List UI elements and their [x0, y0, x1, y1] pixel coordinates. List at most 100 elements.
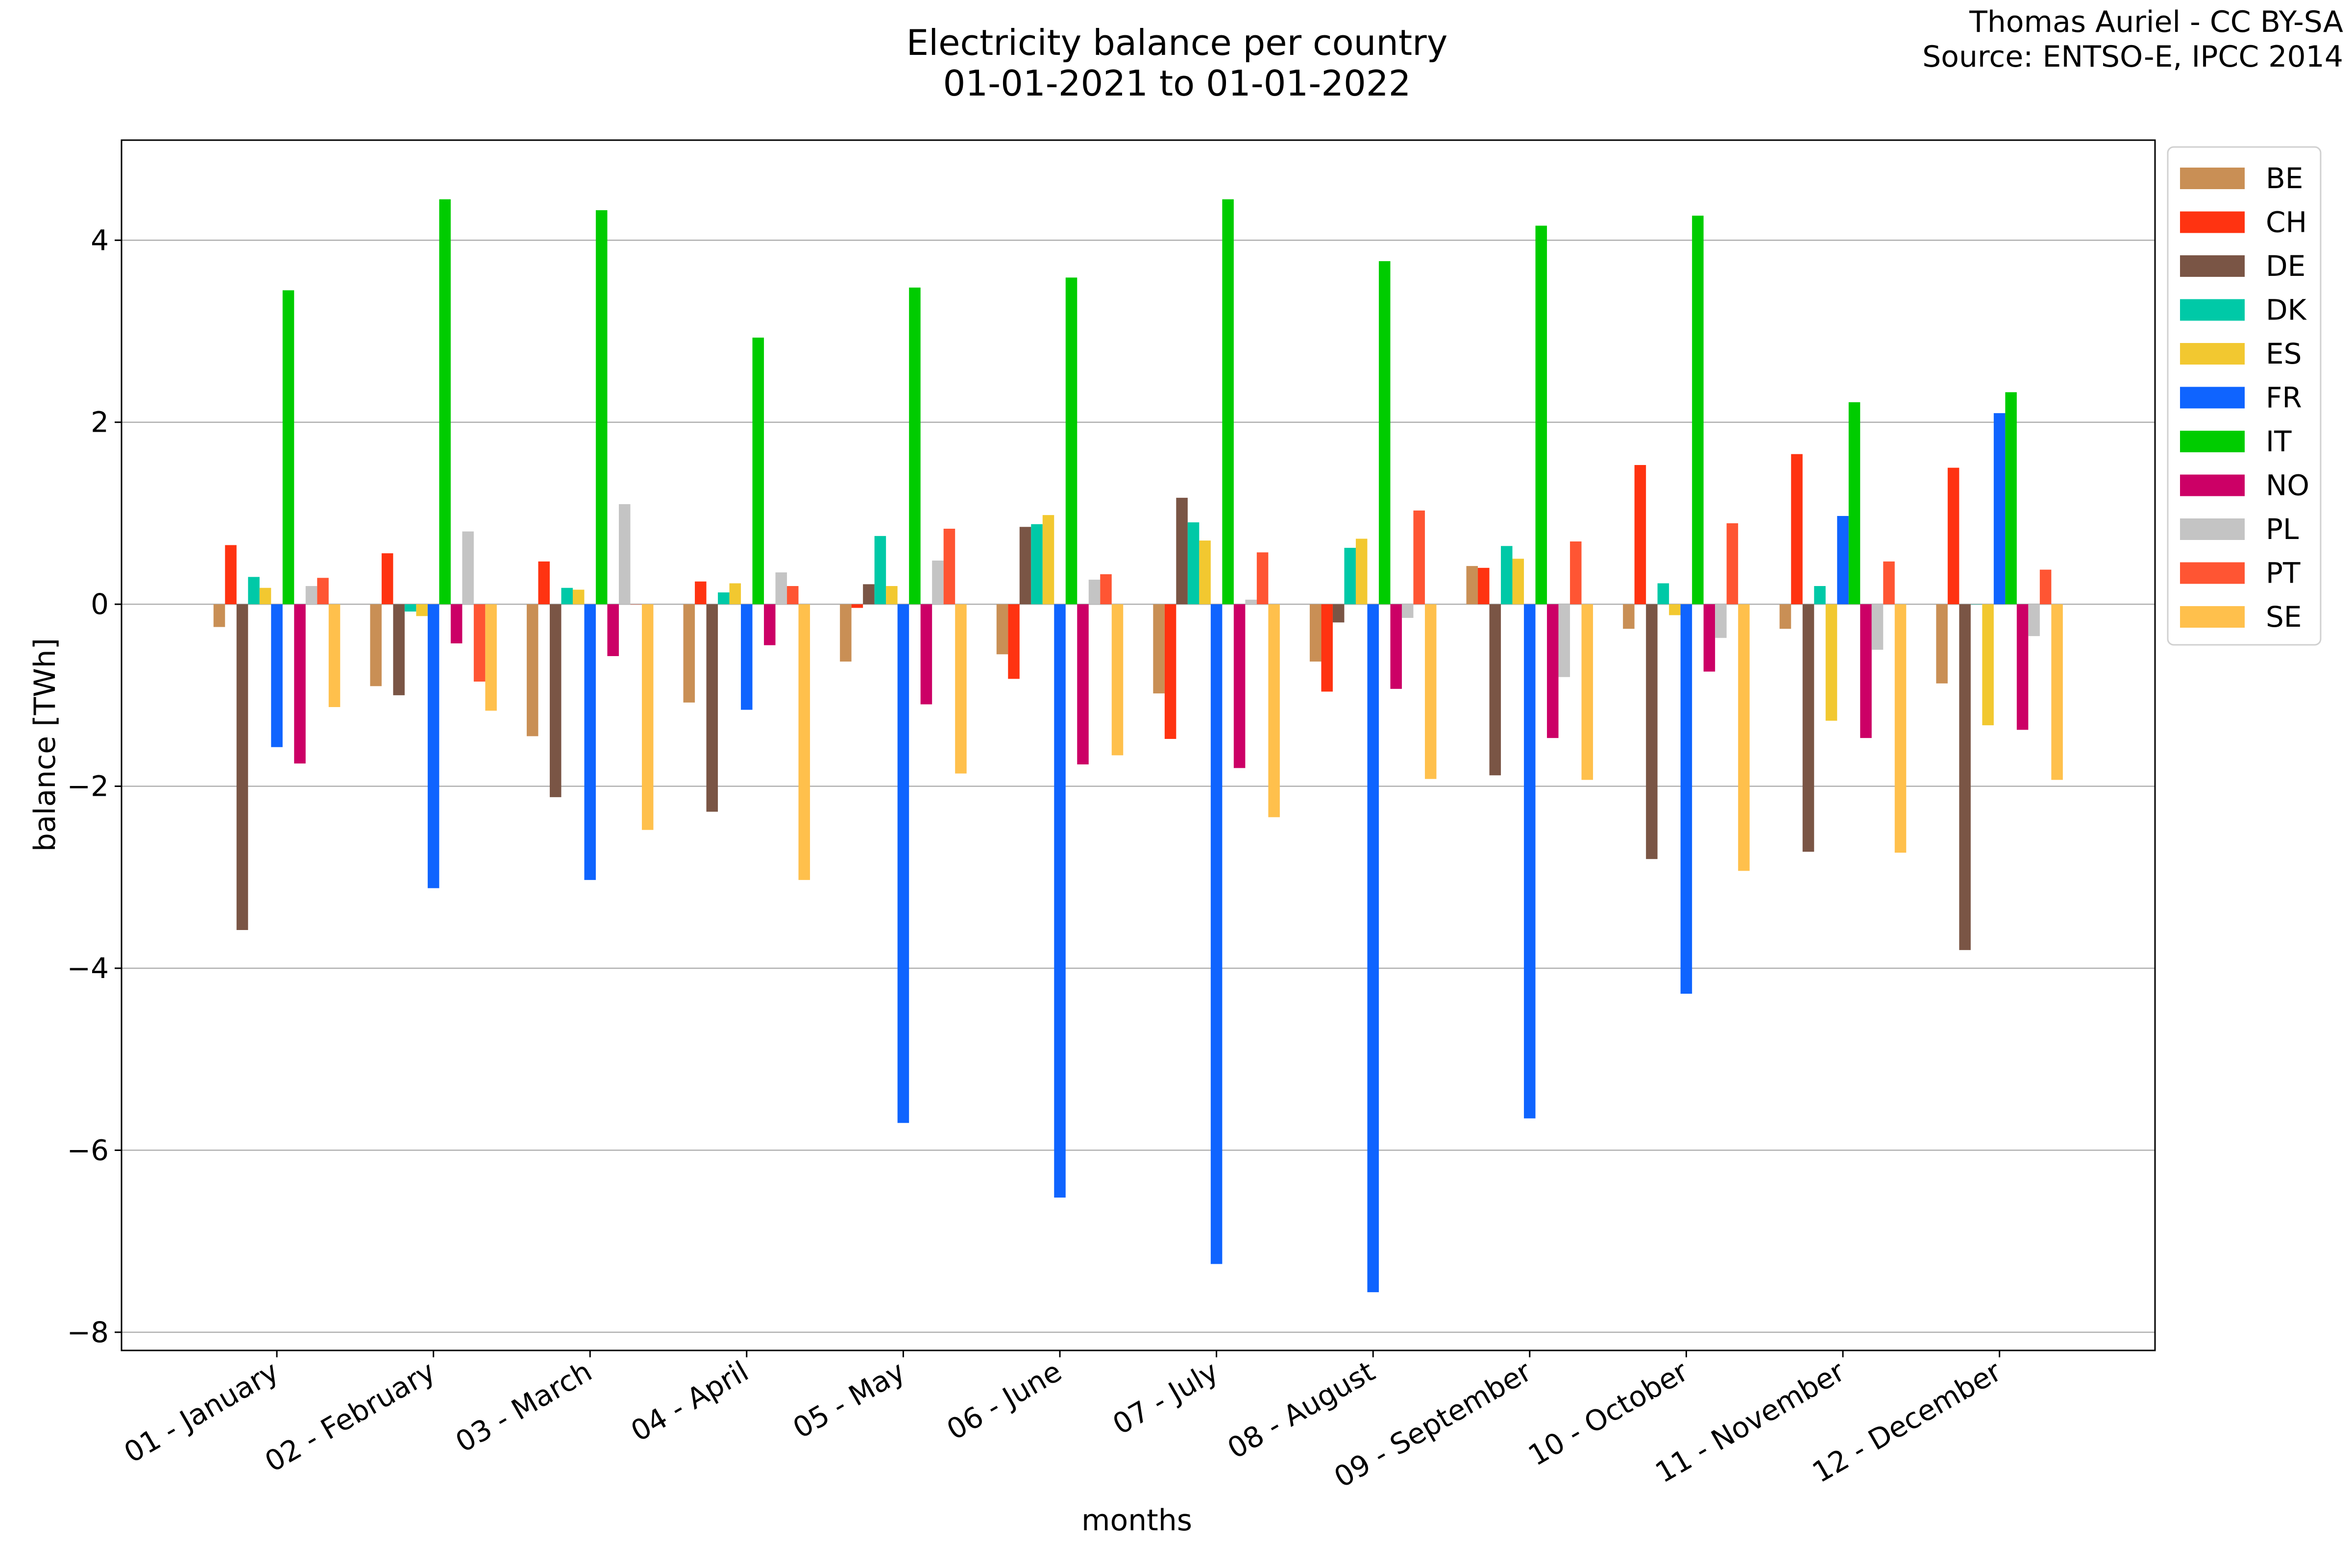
- legend-label-no: NO: [2266, 469, 2309, 502]
- bar-dk: [1501, 546, 1513, 605]
- legend-swatch-be: [2180, 168, 2245, 189]
- bar-be: [370, 604, 382, 686]
- y-tick-label: 4: [91, 223, 109, 257]
- legend-swatch-es: [2180, 343, 2245, 365]
- bar-ch: [695, 581, 707, 605]
- bar-se: [328, 604, 341, 707]
- bar-se: [1424, 604, 1437, 779]
- x-axis-label: months: [1081, 1503, 1192, 1538]
- bar-de: [393, 604, 405, 695]
- bar-pl: [932, 561, 944, 605]
- bar-dk: [561, 588, 573, 605]
- legend-label-pl: PL: [2266, 513, 2299, 546]
- bar-it: [282, 290, 294, 605]
- bar-it: [1692, 216, 1704, 605]
- bar-pl: [1245, 599, 1257, 605]
- legend-label-ch: CH: [2266, 206, 2307, 239]
- bar-ch: [1634, 465, 1646, 605]
- bar-es: [1982, 604, 1994, 726]
- bar-pt: [1100, 574, 1112, 605]
- bar-es: [1199, 540, 1211, 605]
- bar-no: [294, 604, 306, 764]
- legend-label-se: SE: [2266, 600, 2302, 634]
- bar-no: [920, 604, 932, 705]
- bar-es: [729, 583, 741, 605]
- bar-pl: [1088, 580, 1101, 605]
- bar-fr: [1680, 604, 1692, 994]
- bar-dk: [1657, 583, 1669, 605]
- bar-no: [1233, 604, 1246, 768]
- bar-pl: [1715, 604, 1727, 638]
- y-tick-label: 0: [91, 588, 109, 621]
- bar-es: [416, 604, 428, 616]
- bar-fr: [584, 604, 596, 880]
- bar-pl: [618, 504, 631, 605]
- bar-it: [1222, 199, 1234, 605]
- legend-swatch-fr: [2180, 387, 2245, 409]
- credit-author: Thomas Auriel - CC BY-SA: [1969, 5, 2343, 39]
- bar-ch: [1164, 604, 1176, 739]
- bar-no: [1703, 604, 1715, 672]
- legend-label-be: BE: [2266, 162, 2303, 195]
- legend-swatch-pt: [2180, 562, 2245, 584]
- y-tick-label: 2: [91, 406, 109, 439]
- y-axis-label: balance [TWh]: [28, 638, 62, 852]
- bar-se: [1738, 604, 1750, 871]
- bar-dk: [1031, 524, 1043, 605]
- bar-pt: [473, 604, 486, 682]
- bar-ch: [851, 604, 863, 608]
- y-tick-label: −8: [67, 1316, 109, 1349]
- bar-dk: [404, 604, 416, 612]
- legend-label-de: DE: [2266, 249, 2305, 283]
- bar-es: [1825, 604, 1838, 721]
- chart-title-line-1: Electricity balance per country: [906, 22, 1448, 63]
- bar-de: [863, 584, 875, 605]
- bar-no: [607, 604, 619, 656]
- legend-swatch-no: [2180, 474, 2245, 496]
- bar-ch: [381, 553, 393, 605]
- bar-be: [213, 604, 225, 627]
- bar-dk: [1814, 586, 1826, 605]
- legend-label-es: ES: [2266, 337, 2302, 370]
- bar-pl: [1871, 604, 1884, 650]
- legend-swatch-pl: [2180, 518, 2245, 540]
- bar-se: [798, 604, 810, 880]
- legend: BE CH DE DK ES FR IT NO PL PT SE: [2167, 146, 2322, 646]
- bar-pl: [1401, 604, 1414, 618]
- bar-pt: [1883, 561, 1895, 605]
- bar-se: [955, 604, 967, 774]
- bars: [213, 199, 2063, 1293]
- bar-de: [1802, 604, 1814, 852]
- legend-swatch-de: [2180, 255, 2245, 277]
- bar-be: [1779, 604, 1791, 629]
- bar-be: [1466, 566, 1478, 605]
- legend-label-dk: DK: [2266, 294, 2307, 327]
- bar-dk: [248, 577, 260, 605]
- bar-fr: [741, 604, 753, 710]
- y-tick-label: −4: [67, 952, 109, 985]
- bar-be: [526, 604, 539, 736]
- bar-se: [1581, 604, 1593, 780]
- bar-it: [909, 287, 921, 605]
- bar-fr: [1837, 516, 1849, 605]
- bar-be: [1936, 604, 1948, 684]
- y-tick-label: −2: [67, 770, 109, 803]
- bar-dk: [874, 536, 886, 605]
- bar-fr: [1054, 604, 1066, 1198]
- bar-de: [706, 604, 718, 812]
- legend-swatch-ch: [2180, 211, 2245, 233]
- bar-it: [1535, 225, 1547, 605]
- gridlines: [122, 240, 2155, 1333]
- bar-es: [1669, 604, 1681, 615]
- bar-fr: [1993, 413, 2006, 605]
- bar-pt: [943, 529, 956, 605]
- bar-be: [1153, 604, 1165, 694]
- bar-it: [1378, 261, 1391, 605]
- bar-pt: [787, 586, 799, 605]
- bar-de: [1332, 604, 1345, 623]
- bar-be: [996, 604, 1008, 655]
- bar-pt: [1570, 541, 1582, 605]
- legend-label-pt: PT: [2266, 557, 2301, 590]
- bar-be: [683, 604, 695, 703]
- bar-pl: [462, 531, 474, 605]
